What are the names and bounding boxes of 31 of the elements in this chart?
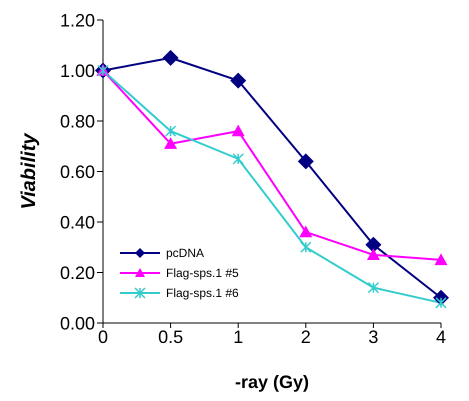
legend-label: Flag-sps.1 #6 (166, 286, 239, 300)
point (434, 253, 448, 266)
y-tick-label: 1.00 (60, 60, 95, 81)
y-tick-label: 0.20 (60, 262, 95, 283)
y-tick-label: 0.40 (60, 212, 95, 232)
point (232, 124, 245, 136)
point (300, 242, 312, 253)
x-tick-label: 0 (98, 326, 108, 347)
x-tick-label: 1 (233, 326, 244, 347)
point (298, 153, 314, 170)
point (164, 125, 176, 137)
x-tick-label: 2 (300, 326, 311, 347)
point (366, 248, 380, 260)
x-axis-title: -ray (Gy) (234, 372, 310, 392)
x-tick-label: 4 (436, 326, 446, 347)
legend-label: Flag-sps.1 #5 (166, 266, 239, 280)
y-axis-title: Viability (18, 132, 40, 210)
point (368, 282, 380, 294)
y-tick-label: 0.00 (60, 313, 95, 334)
point (162, 50, 179, 66)
y-tick-label: 0.60 (60, 162, 95, 182)
point (365, 236, 382, 253)
point (299, 226, 312, 238)
y-tick-label: 0.80 (60, 111, 95, 132)
y-tick-label: 1.20 (60, 10, 95, 30)
point (232, 153, 244, 165)
legend-label: pcDNA (166, 246, 204, 260)
point (164, 137, 178, 149)
x-tick-label: 0.5 (158, 326, 184, 347)
point (230, 72, 246, 89)
x-tick-label: 3 (368, 326, 378, 347)
